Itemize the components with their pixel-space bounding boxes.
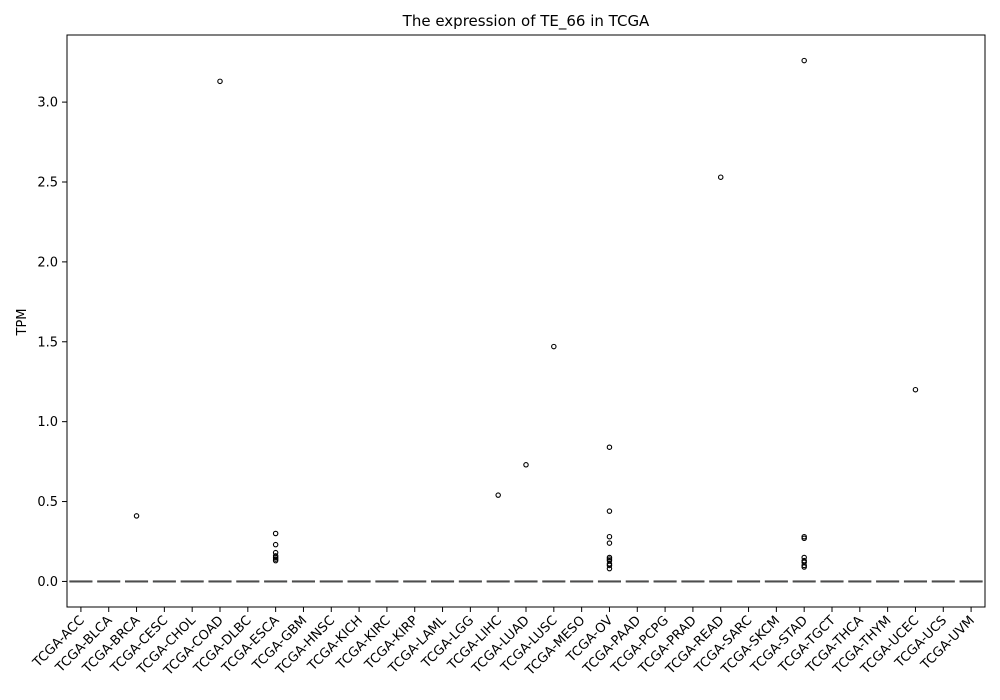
outlier-point	[606, 562, 613, 569]
y-tick-label: 0.5	[37, 495, 58, 510]
outlier-point	[606, 540, 613, 546]
outlier-point	[217, 78, 223, 85]
outlier-point	[272, 530, 279, 537]
outlier-point	[272, 557, 279, 564]
y-axis-label: TPM	[15, 309, 30, 337]
outlier-point	[606, 508, 613, 514]
y-tick-label: 1.0	[37, 415, 58, 430]
plot-area	[69, 57, 983, 583]
y-tick-label: 2.5	[37, 175, 58, 190]
outlier-point	[272, 541, 279, 548]
outlier-point	[133, 513, 140, 519]
outlier-point	[801, 564, 807, 570]
outlier-point	[523, 462, 529, 468]
outlier-point	[495, 492, 501, 498]
plot-frame	[66, 34, 986, 608]
outlier-point	[606, 533, 613, 540]
y-axis: 0.0 0.5 1.0 1.5 2.0 2.5 3.0	[37, 96, 67, 590]
outlier-point	[801, 57, 807, 64]
outlier-point	[551, 343, 557, 350]
chart-title: The expression of TE_66 in TCGA	[402, 12, 650, 31]
outlier-point	[717, 174, 724, 180]
y-tick-label: 3.0	[37, 96, 58, 111]
outlier-point	[912, 386, 919, 393]
y-tick-label: 1.5	[37, 335, 58, 350]
x-axis: TCGA-ACCTCGA-BLCATCGA-BRCATCGA-CESCTCGA-…	[30, 607, 978, 679]
y-tick-label: 2.0	[37, 255, 58, 270]
outlier-point	[606, 444, 613, 450]
y-tick-label: 0.0	[37, 575, 58, 590]
outlier-point	[801, 535, 807, 542]
outlier-point	[606, 565, 613, 572]
